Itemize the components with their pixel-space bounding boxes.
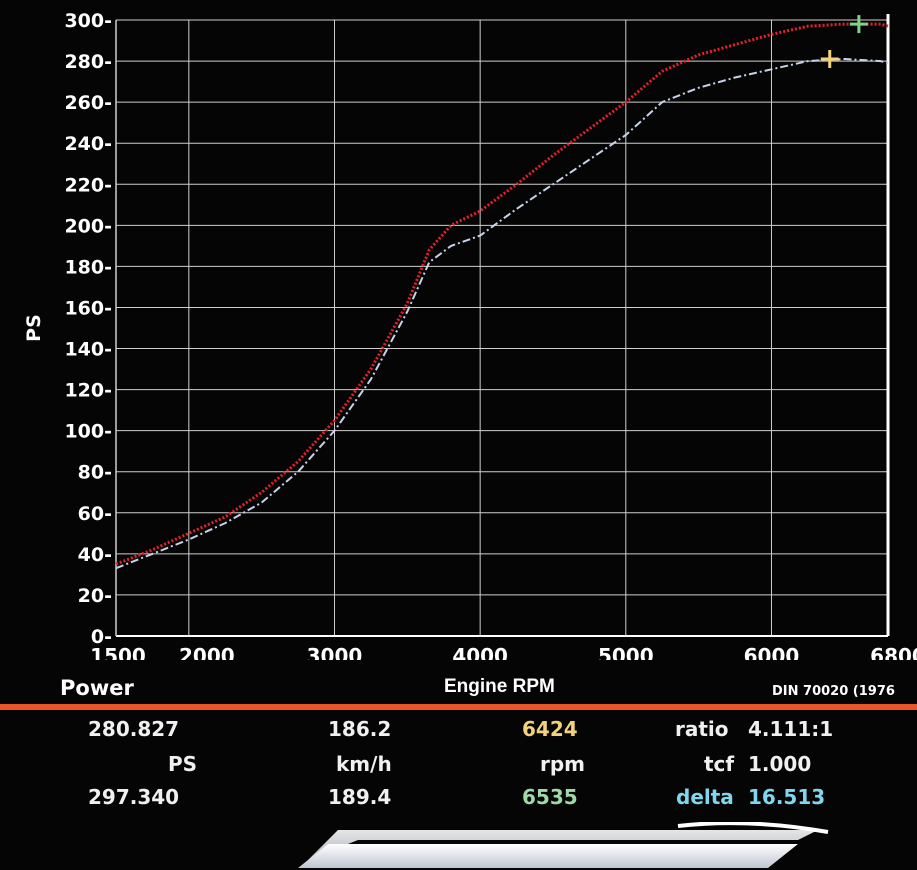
y-tick-label: 0- [91,626,112,648]
power-chart: 0- 20- 40- 60- 80- 100- 120- 140- 160- 180- 200- 22… [23,10,917,660]
power-max: 297.340 [88,785,180,809]
marker-primary [849,15,868,34]
rpm-max: 6535 [522,785,578,809]
y-axis-label: PS [23,314,45,342]
rpm-value: 6424 [522,717,578,741]
y-tick-label: 220- [64,174,112,196]
brand-logo [298,822,829,868]
y-tick-label: 240- [64,133,112,155]
ratio-label: ratio [675,717,729,741]
y-tick-label: 120- [64,380,112,402]
x-tick-label: 6000 [744,644,800,660]
y-tick-label: 160- [64,297,112,319]
speed-value: 186.2 [328,717,392,741]
marker-secondary [820,50,839,69]
tcf-label: tcf [704,752,735,776]
x-tick-label: 6800 [870,644,917,660]
x-axis-label: Engine RPM [444,676,555,697]
y-tick-label: 60- [78,503,112,525]
tcf-value: 1.000 [748,752,812,776]
x-tick-label: 5000 [598,644,654,660]
y-tick-label: 140- [64,339,112,361]
y-tick-label: 40- [78,544,112,566]
x-tick-label: 2000 [179,644,235,660]
power-label: Power [60,676,134,700]
delta-label: delta [676,785,734,809]
y-tick-label: 200- [64,215,112,237]
rpm-unit: rpm [540,752,586,776]
readout-panel: 280.827 PS 297.340 186.2 km/h 189.4 6424… [0,712,917,817]
footer-labels: Power Engine RPM DIN 70020 (1976 [0,672,917,702]
speed-unit: km/h [336,752,392,776]
power-unit: PS [168,752,198,776]
speed-max: 189.4 [328,785,392,809]
y-tick-label: 20- [78,585,112,607]
divider-bar [0,704,917,710]
x-tick-label: 4000 [452,644,508,660]
y-tick-label: 80- [78,462,112,484]
y-tick-label: 180- [64,256,112,278]
ratio-value: 4.111:1 [748,717,834,741]
x-tick-label: 1500 [90,644,146,660]
x-tick-label: 3000 [307,644,363,660]
power-value: 280.827 [88,717,180,741]
series-line-red [115,22,889,566]
delta-value: 16.513 [748,785,826,809]
y-tick-label: 260- [64,92,112,114]
y-tick-label: 100- [64,421,112,443]
y-tick-label: 280- [64,51,112,73]
y-tick-label: 300- [64,10,112,32]
series-line-blue [115,58,889,570]
standard-label: DIN 70020 (1976 [772,684,895,699]
